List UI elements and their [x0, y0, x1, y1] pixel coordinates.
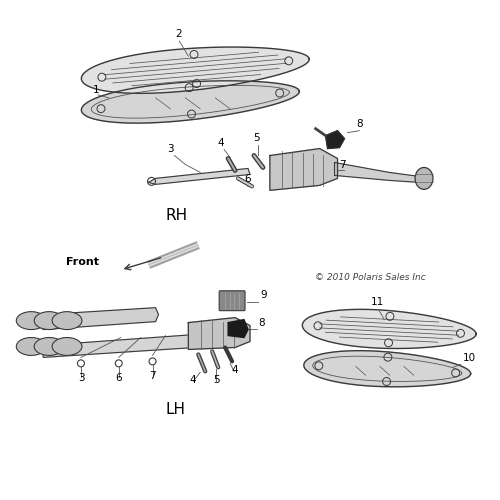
Text: 9: 9	[260, 290, 266, 300]
Polygon shape	[43, 334, 201, 357]
Text: Front: Front	[66, 257, 99, 267]
Ellipse shape	[52, 338, 82, 355]
Text: 4: 4	[217, 138, 224, 147]
FancyBboxPatch shape	[219, 291, 245, 310]
Text: 4: 4	[190, 376, 196, 386]
Polygon shape	[304, 350, 470, 387]
Ellipse shape	[52, 312, 82, 330]
Text: 7: 7	[340, 160, 346, 170]
Ellipse shape	[16, 312, 46, 330]
Polygon shape	[270, 148, 338, 190]
Text: 6: 6	[244, 174, 250, 184]
Text: 8: 8	[356, 118, 363, 128]
Text: © 2010 Polaris Sales Inc: © 2010 Polaris Sales Inc	[314, 273, 426, 282]
Polygon shape	[188, 318, 250, 350]
Text: 6: 6	[116, 374, 122, 384]
Text: 3: 3	[168, 144, 174, 154]
Text: 3: 3	[78, 374, 84, 384]
Text: 2: 2	[176, 29, 182, 39]
Ellipse shape	[34, 338, 64, 355]
Text: 8: 8	[258, 318, 264, 328]
Polygon shape	[326, 130, 344, 148]
Text: 11: 11	[370, 296, 384, 306]
Ellipse shape	[34, 312, 64, 330]
Polygon shape	[334, 162, 419, 182]
Text: 5: 5	[213, 376, 220, 386]
Polygon shape	[82, 81, 300, 123]
Text: 4: 4	[231, 366, 237, 376]
Text: 7: 7	[150, 372, 156, 382]
Text: LH: LH	[166, 402, 186, 417]
Text: 10: 10	[463, 354, 476, 364]
Text: 5: 5	[253, 132, 260, 142]
Polygon shape	[148, 168, 250, 184]
Text: RH: RH	[166, 208, 188, 223]
Ellipse shape	[16, 338, 46, 355]
Polygon shape	[43, 308, 158, 330]
Text: 1: 1	[93, 85, 100, 95]
Polygon shape	[82, 47, 309, 94]
Polygon shape	[228, 320, 248, 338]
Polygon shape	[302, 310, 476, 348]
Ellipse shape	[415, 168, 433, 190]
